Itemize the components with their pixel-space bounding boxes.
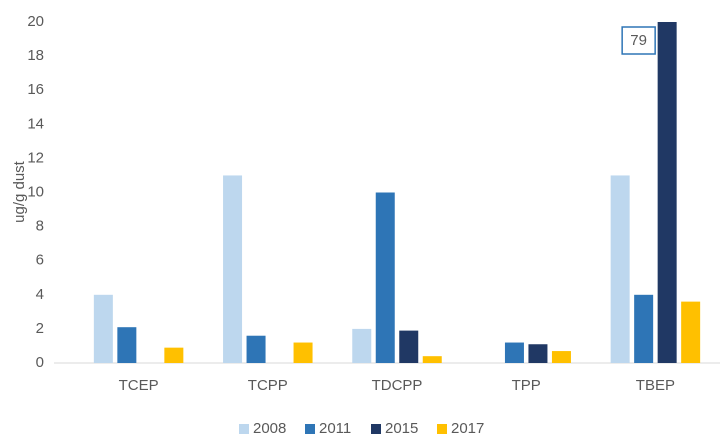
bar (375, 192, 395, 363)
bar (422, 356, 442, 363)
y-tick-label: 14 (27, 115, 44, 132)
y-tick-label: 10 (27, 183, 44, 200)
bar (293, 342, 313, 363)
bar (551, 351, 571, 363)
bars (93, 22, 701, 363)
y-tick-label: 0 (36, 354, 44, 371)
bar (657, 22, 677, 363)
bar (223, 175, 243, 363)
bar (246, 335, 266, 363)
y-tick-label: 2 (36, 320, 44, 337)
bar (528, 344, 548, 363)
legend-label: 2008 (253, 420, 286, 436)
legend-label: 2015 (385, 420, 418, 436)
x-tick-label: TBEP (636, 377, 675, 394)
bar (93, 294, 113, 363)
bar (634, 294, 654, 363)
bar (399, 330, 419, 363)
y-tick-label: 4 (36, 286, 44, 303)
bar (352, 328, 372, 363)
annotation: 79 (630, 32, 647, 49)
y-tick-label: 12 (27, 149, 44, 166)
legend-swatch (239, 424, 249, 434)
y-tick-label: 18 (27, 47, 44, 64)
bar (164, 347, 184, 363)
legend-swatch (305, 424, 315, 434)
annotation-box (621, 26, 656, 55)
x-tick-label: TCPP (248, 377, 288, 394)
legend-label: 2017 (451, 420, 484, 436)
x-tick-label: TCEP (119, 377, 159, 394)
bar (117, 327, 137, 363)
y-tick-label: 20 (27, 13, 44, 30)
y-tick-label: 6 (36, 252, 44, 269)
bar (504, 342, 524, 363)
y-axis-label: ug/g dust (11, 160, 28, 223)
x-tick-label: TPP (512, 377, 541, 394)
legend-swatch (371, 424, 381, 434)
x-tick-label: TDCPP (372, 377, 423, 394)
bar (681, 301, 701, 363)
legend-swatch (437, 424, 447, 434)
y-tick-label: 16 (27, 81, 44, 98)
bar (610, 175, 630, 363)
legend-label: 2011 (319, 420, 351, 436)
y-tick-label: 8 (36, 218, 44, 235)
